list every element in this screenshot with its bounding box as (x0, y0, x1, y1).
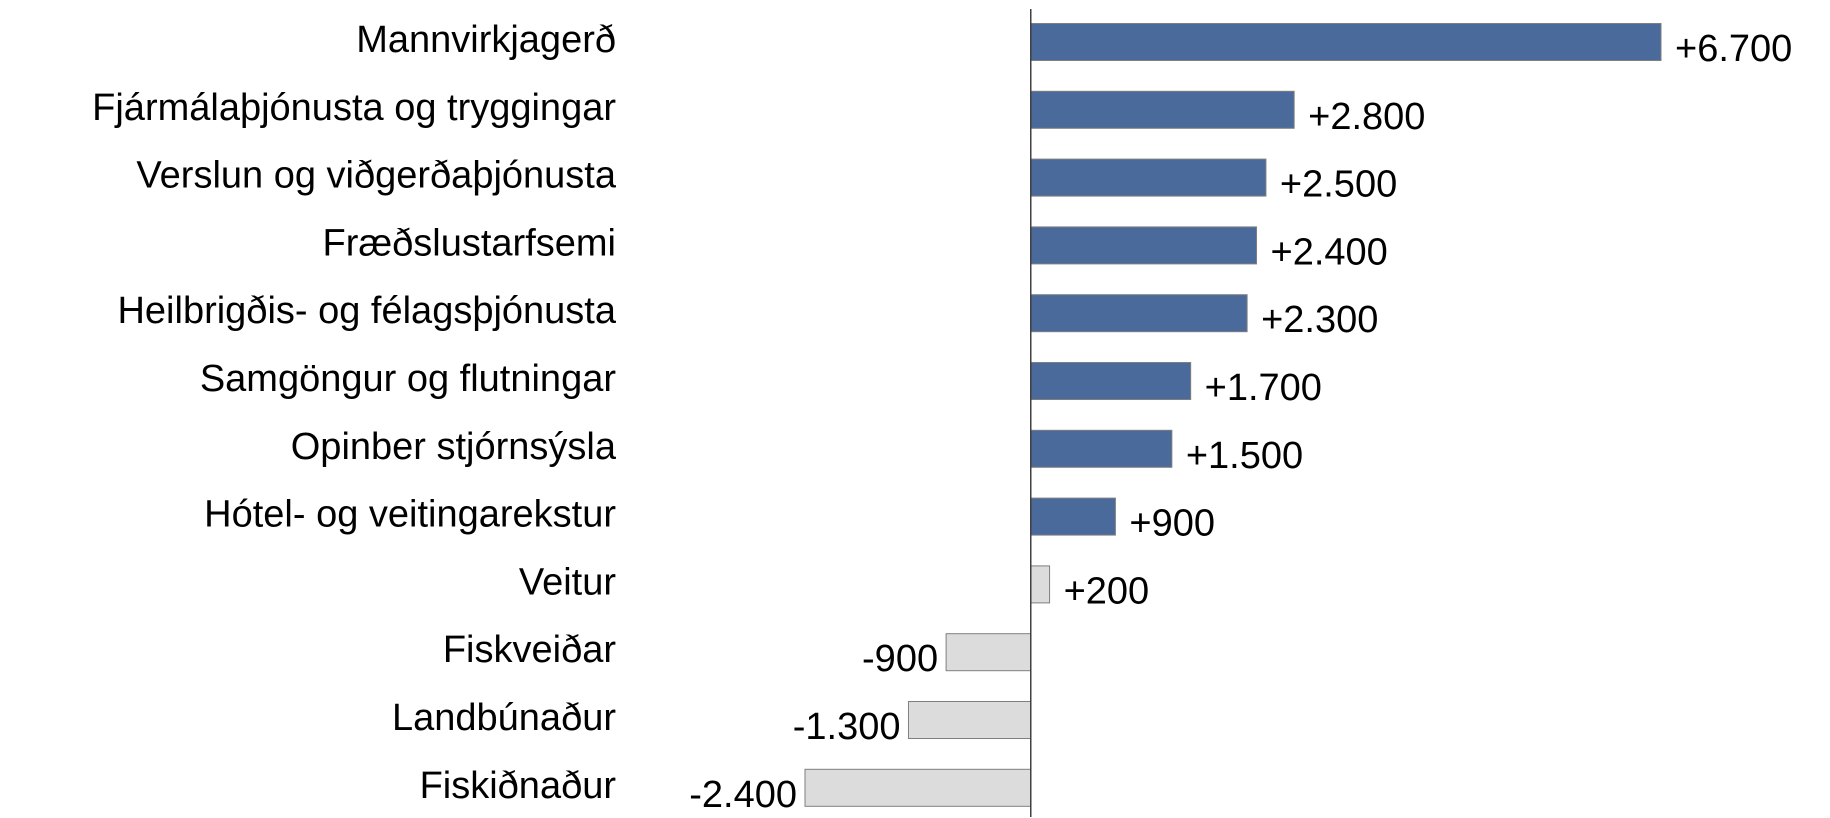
value-label: +1.500 (1186, 435, 1303, 477)
bar (1030, 429, 1173, 468)
bar (907, 701, 1032, 739)
bar (1030, 294, 1248, 333)
category-label: Verslun og viðgerðaþjónusta (136, 155, 616, 197)
category-label: Landbúnaður (392, 697, 616, 739)
value-label: +200 (1064, 570, 1150, 612)
value-label: -900 (862, 638, 938, 680)
bar (1030, 226, 1258, 265)
bar (1030, 158, 1267, 197)
bar (1030, 565, 1051, 604)
bar (1030, 497, 1116, 536)
bar (1030, 23, 1662, 61)
value-label: +1.700 (1205, 367, 1322, 409)
bar (945, 633, 1032, 672)
value-label: +900 (1129, 503, 1215, 545)
category-label: Hótel- og veitingarekstur (204, 494, 616, 536)
value-label: -1.300 (793, 706, 901, 748)
category-label: Mannvirkjagerð (356, 19, 616, 61)
category-label: Fiskveiðar (443, 629, 616, 671)
bar (1030, 362, 1192, 400)
category-label: Samgöngur og flutningar (200, 358, 617, 400)
value-label: +2.800 (1308, 96, 1425, 138)
value-label: +2.300 (1261, 299, 1378, 341)
bar (1030, 90, 1295, 129)
value-label: -2.400 (689, 774, 797, 816)
category-label: Fiskiðnaður (420, 765, 617, 807)
category-label: Opinber stjórnsýsla (291, 426, 617, 468)
value-label: +2.500 (1280, 164, 1397, 206)
value-label: +6.700 (1675, 28, 1792, 70)
value-label: +2.400 (1271, 231, 1388, 273)
category-label: Fjármálaþjónusta og tryggingar (92, 87, 616, 129)
bar (804, 768, 1032, 807)
category-label: Veitur (519, 561, 617, 603)
category-label: Fræðslustarfsemi (323, 222, 617, 264)
category-label: Heilbrigðis- og félagsþjónusta (117, 290, 616, 332)
